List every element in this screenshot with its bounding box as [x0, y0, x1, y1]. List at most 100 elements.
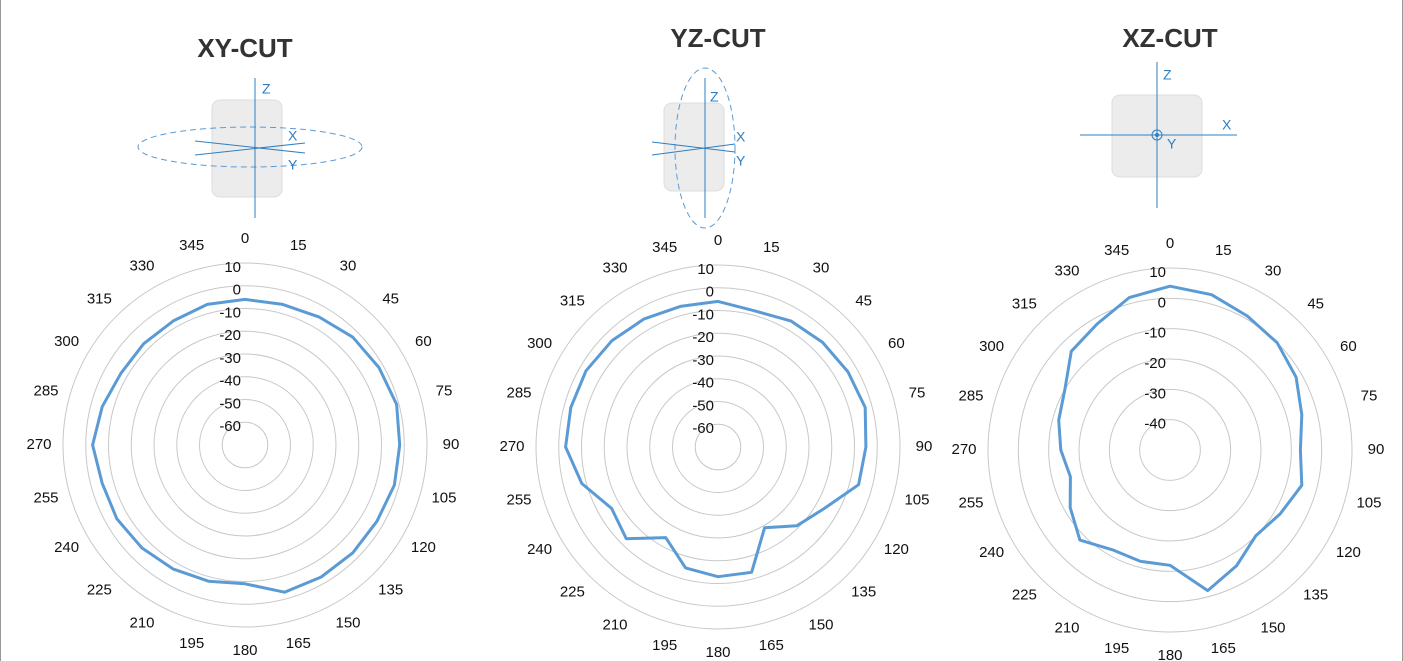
r-tick-label: -20: [1144, 355, 1166, 372]
angle-label: 120: [884, 541, 909, 558]
pattern-trace: [564, 299, 868, 579]
r-tick-label: -20: [692, 329, 714, 346]
angle-label: 150: [335, 614, 360, 631]
device-xy: [137, 78, 363, 218]
angle-label: 15: [763, 239, 780, 256]
angle-label: 150: [1260, 619, 1285, 636]
angle-label: 225: [87, 582, 112, 599]
r-tick-label: -60: [219, 418, 241, 435]
angle-label: 165: [1211, 640, 1236, 657]
angle-label: 105: [431, 489, 456, 506]
angle-label: 135: [851, 584, 876, 601]
angle-label: 150: [808, 616, 833, 633]
angle-label: 120: [411, 539, 436, 556]
angle-label: 30: [340, 258, 357, 275]
grid-ring: [1078, 358, 1262, 542]
angle-label: 165: [286, 635, 311, 652]
grid-ring: [626, 355, 810, 539]
r-tick-label: -40: [219, 373, 241, 390]
grid-ring: [85, 285, 405, 605]
grid-ring: [1139, 419, 1201, 481]
r-tick-label: 0: [233, 282, 241, 299]
angle-label: 195: [652, 637, 677, 654]
angle-label: 90: [916, 438, 933, 455]
angle-label: 15: [290, 237, 307, 254]
angle-label: 270: [499, 438, 524, 455]
grid-ring: [558, 287, 878, 607]
r-tick-label: -40: [1144, 416, 1166, 433]
axis-annotation: X: [1222, 117, 1232, 133]
grid-ring: [176, 376, 314, 514]
angle-label: 240: [979, 544, 1004, 561]
axis-annotation: Y: [736, 153, 746, 169]
grid-ring: [153, 353, 337, 537]
angle-label: 0: [714, 232, 722, 249]
r-tick-label: 0: [1158, 294, 1166, 311]
r-tick-label: 10: [697, 261, 714, 278]
grid-ring: [108, 308, 382, 582]
angle-label: 195: [179, 635, 204, 652]
r-tick-label: -50: [219, 395, 241, 412]
device-yz: [651, 67, 736, 229]
axis-annotation: Y: [1167, 136, 1177, 152]
grid-ring: [62, 262, 428, 628]
r-tick-label: -10: [692, 306, 714, 323]
angle-label: 300: [527, 335, 552, 352]
angle-label: 45: [382, 290, 399, 307]
grid-ring: [987, 267, 1353, 633]
angle-label: 345: [652, 239, 677, 256]
angle-label: 345: [179, 237, 204, 254]
r-tick-label: -40: [692, 375, 714, 392]
r-tick-label: 10: [224, 259, 241, 276]
angle-label: 60: [1340, 338, 1357, 355]
chart-title: YZ-CUT: [670, 23, 765, 53]
axis-annotation: Z: [710, 89, 719, 105]
grid-ring: [1048, 328, 1292, 572]
angle-label: 285: [959, 388, 984, 405]
angle-label: 210: [129, 614, 154, 631]
angle-label: 285: [507, 385, 532, 402]
angle-label: 15: [1215, 242, 1232, 259]
axis-annotation: X: [736, 129, 746, 145]
angle-label: 180: [232, 642, 257, 659]
angle-label: 255: [34, 489, 59, 506]
angle-label: 330: [1054, 263, 1079, 280]
angle-label: 300: [979, 338, 1004, 355]
angle-label: 165: [759, 637, 784, 654]
axis-annotation: Y: [288, 157, 298, 173]
angle-label: 90: [443, 436, 460, 453]
angle-label: 315: [1012, 295, 1037, 312]
r-tick-label: 10: [1149, 264, 1166, 281]
angle-label: 75: [436, 383, 453, 400]
angle-label: 255: [959, 494, 984, 511]
grid-ring: [221, 421, 269, 469]
angle-label: 135: [1303, 587, 1328, 604]
angle-label: 195: [1104, 640, 1129, 657]
angle-label: 300: [54, 333, 79, 350]
axis-annotation: Z: [262, 81, 271, 97]
r-tick-label: -30: [1144, 385, 1166, 402]
angle-label: 330: [129, 258, 154, 275]
angle-label: 0: [241, 230, 249, 247]
angle-label: 105: [904, 491, 929, 508]
angle-label: 240: [527, 541, 552, 558]
angle-label: 210: [602, 616, 627, 633]
axis-annotation: X: [288, 128, 298, 144]
angle-label: 225: [1012, 587, 1037, 604]
grid-ring: [649, 378, 787, 516]
angle-label: 45: [1307, 295, 1324, 312]
angle-label: 345: [1104, 242, 1129, 259]
angle-label: 120: [1336, 544, 1361, 561]
angle-label: 180: [1157, 647, 1182, 661]
chart-title: XY-CUT: [197, 33, 292, 63]
axis-annotation: Z: [1163, 67, 1172, 83]
angle-label: 60: [888, 335, 905, 352]
angle-label: 315: [560, 292, 585, 309]
angle-label: 210: [1054, 619, 1079, 636]
angle-label: 75: [1361, 388, 1378, 405]
grid-ring: [1108, 388, 1232, 512]
angle-label: 240: [54, 539, 79, 556]
r-tick-label: -60: [692, 420, 714, 437]
angle-label: 225: [560, 584, 585, 601]
